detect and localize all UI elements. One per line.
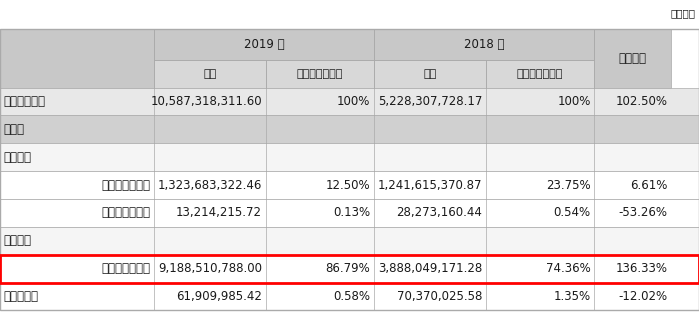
- Bar: [0, 283, 699, 310]
- Text: 治疗性生物制品: 治疗性生物制品: [101, 206, 150, 220]
- Text: 自主产品: 自主产品: [3, 151, 31, 164]
- Bar: [266, 60, 374, 88]
- Bar: [0, 29, 699, 310]
- Bar: [0, 143, 699, 171]
- Bar: [0, 255, 699, 283]
- Text: 单位：元: 单位：元: [670, 8, 696, 18]
- Text: 5,228,307,728.17: 5,228,307,728.17: [378, 95, 482, 108]
- Bar: [374, 60, 486, 88]
- Text: 非免疫规划疫苗: 非免疫规划疫苗: [101, 179, 150, 192]
- Text: 1,241,615,370.87: 1,241,615,370.87: [378, 179, 482, 192]
- Text: 金额: 金额: [424, 69, 436, 79]
- Text: 3,888,049,171.28: 3,888,049,171.28: [378, 262, 482, 275]
- Text: 非免疫规划疫苗: 非免疫规划疫苗: [101, 262, 150, 275]
- Text: 1.35%: 1.35%: [554, 290, 591, 303]
- Text: 13,214,215.72: 13,214,215.72: [176, 206, 262, 220]
- Text: 占营业收入比重: 占营业收入比重: [296, 69, 343, 79]
- Bar: [0, 227, 699, 255]
- Bar: [0, 199, 699, 227]
- Text: 9,188,510,788.00: 9,188,510,788.00: [158, 262, 262, 275]
- Bar: [0, 255, 699, 283]
- Text: 74.36%: 74.36%: [546, 262, 591, 275]
- Text: 61,909,985.42: 61,909,985.42: [176, 290, 262, 303]
- Text: 102.50%: 102.50%: [616, 95, 668, 108]
- Bar: [594, 29, 671, 88]
- Text: 代理产品: 代理产品: [3, 234, 31, 247]
- Text: 23.75%: 23.75%: [546, 179, 591, 192]
- Text: 6.61%: 6.61%: [630, 179, 668, 192]
- Text: 2019 年: 2019 年: [243, 38, 284, 51]
- Text: 1,323,683,322.46: 1,323,683,322.46: [158, 179, 262, 192]
- Bar: [0, 171, 699, 199]
- Text: 86.79%: 86.79%: [326, 262, 370, 275]
- Text: 金额: 金额: [203, 69, 216, 79]
- Text: 100%: 100%: [337, 95, 370, 108]
- Bar: [0, 88, 699, 116]
- Text: 同比增减: 同比增减: [619, 52, 647, 65]
- Text: 服务费收入: 服务费收入: [3, 290, 38, 303]
- Text: 2018 年: 2018 年: [464, 38, 504, 51]
- Bar: [374, 29, 594, 60]
- Text: 12.50%: 12.50%: [326, 179, 370, 192]
- Text: 136.33%: 136.33%: [616, 262, 668, 275]
- Text: 100%: 100%: [557, 95, 591, 108]
- Bar: [0, 116, 699, 143]
- Text: -12.02%: -12.02%: [619, 290, 668, 303]
- Bar: [486, 60, 594, 88]
- Text: -53.26%: -53.26%: [619, 206, 668, 220]
- Bar: [0, 29, 154, 88]
- Text: 0.54%: 0.54%: [554, 206, 591, 220]
- Bar: [154, 60, 266, 88]
- Text: 0.13%: 0.13%: [333, 206, 370, 220]
- Text: 70,370,025.58: 70,370,025.58: [397, 290, 482, 303]
- Text: 10,587,318,311.60: 10,587,318,311.60: [150, 95, 262, 108]
- Text: 28,273,160.44: 28,273,160.44: [396, 206, 482, 220]
- Text: 分产品: 分产品: [3, 123, 24, 136]
- Text: 营业收入合计: 营业收入合计: [3, 95, 45, 108]
- Text: 占营业收入比重: 占营业收入比重: [517, 69, 563, 79]
- Text: 0.58%: 0.58%: [333, 290, 370, 303]
- Bar: [154, 29, 374, 60]
